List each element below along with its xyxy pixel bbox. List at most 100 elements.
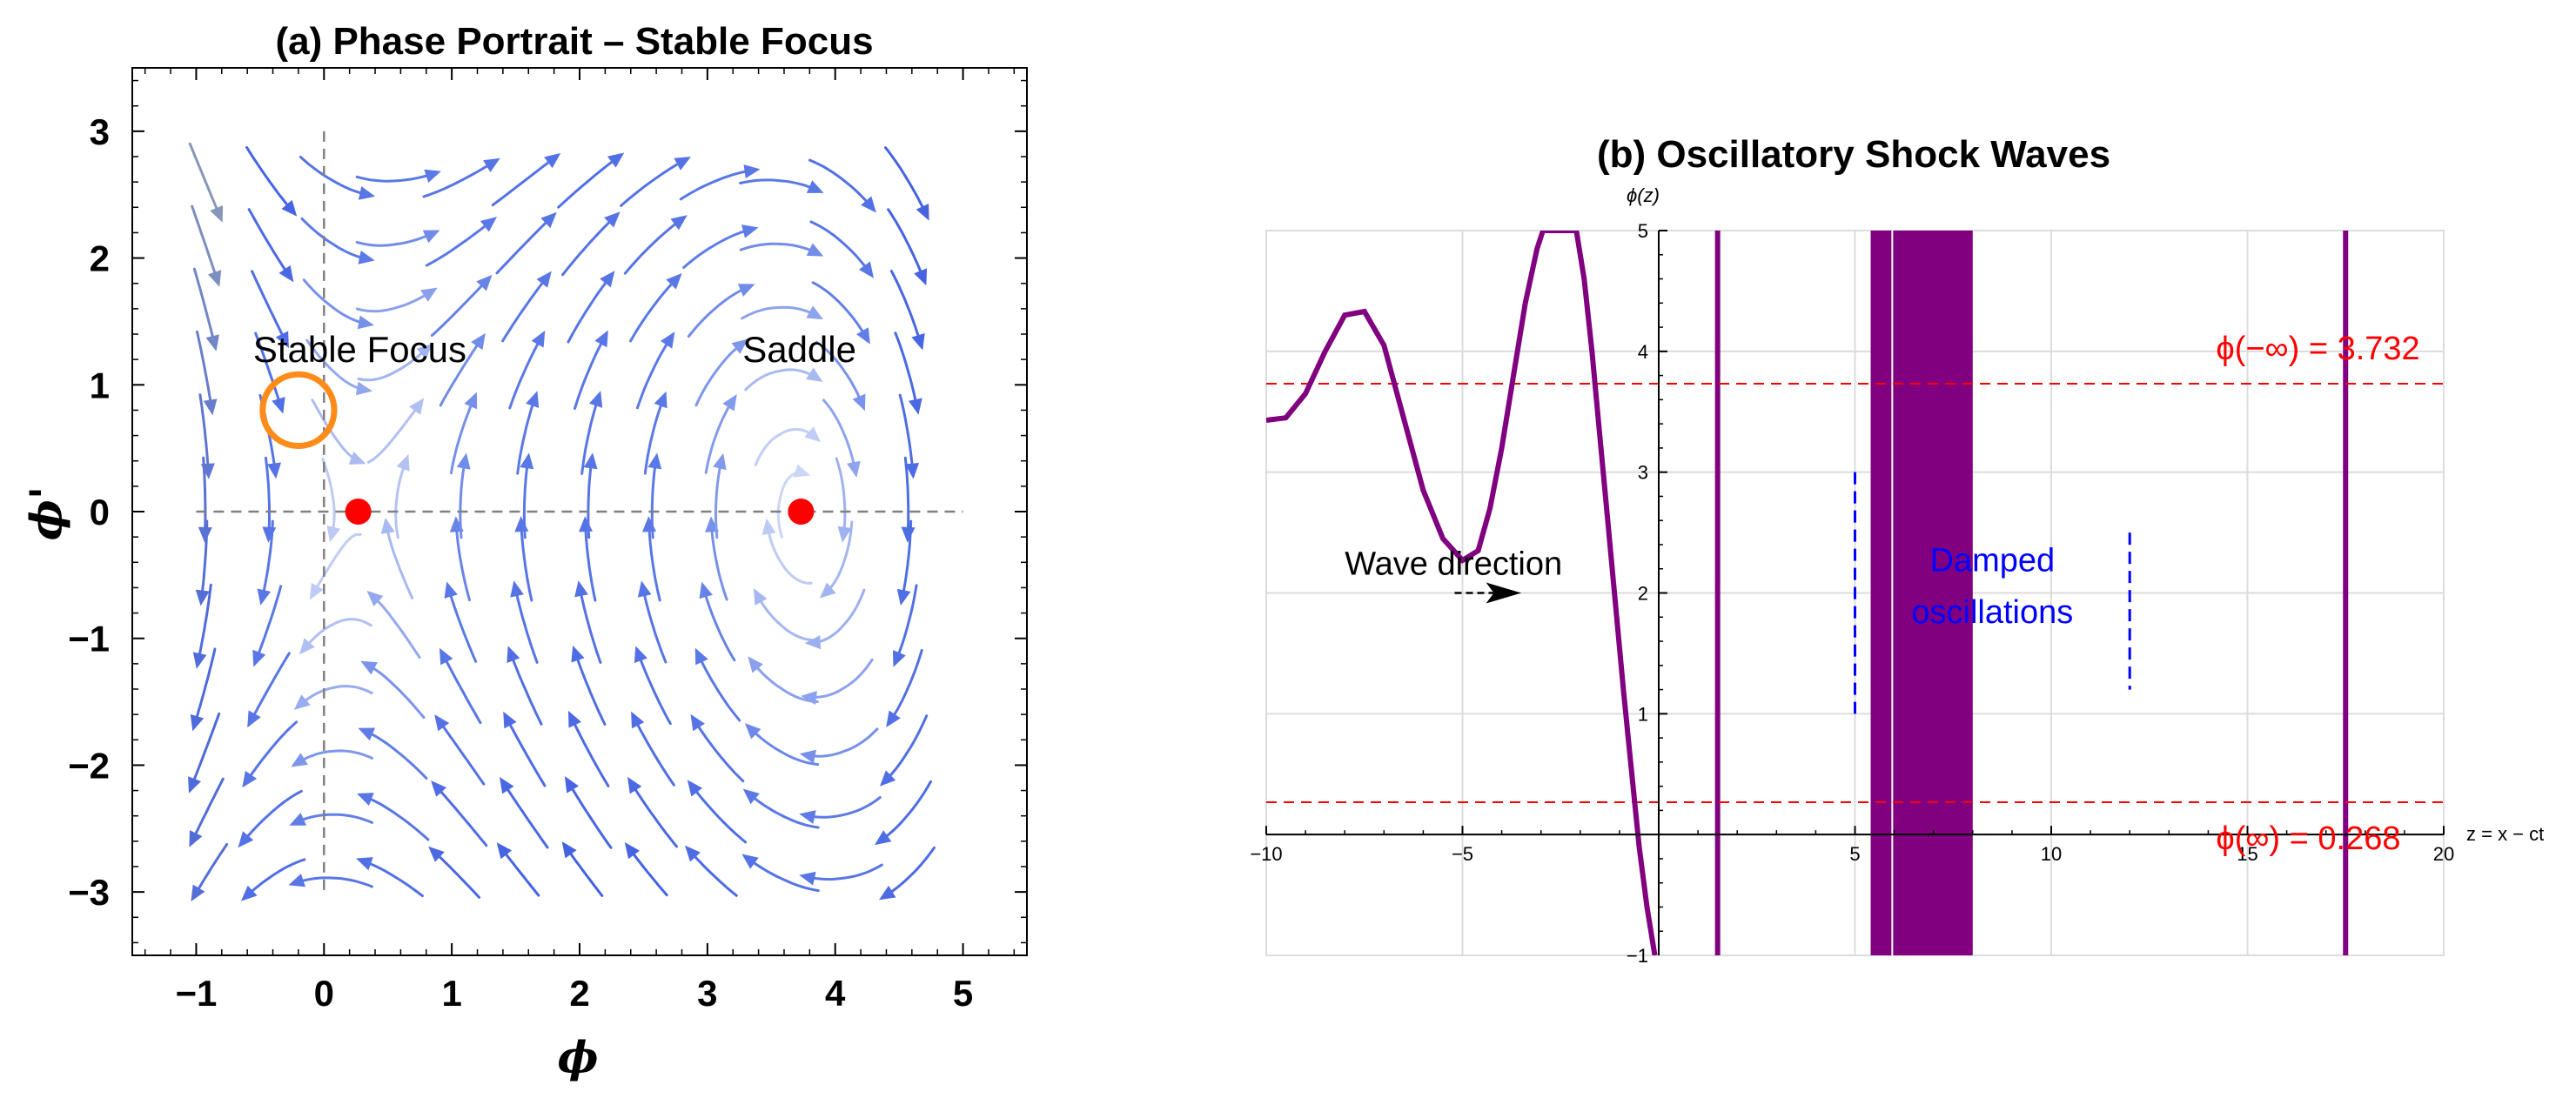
streamline: [679, 168, 756, 201]
stream-arrow: [627, 776, 642, 794]
y-tick-label: 4: [1638, 341, 1648, 363]
stream-arrow: [500, 777, 514, 794]
streamline: [882, 714, 929, 784]
streamline: [516, 394, 537, 475]
streamline: [894, 584, 918, 664]
streamline: [888, 648, 923, 725]
streamline: [446, 585, 478, 663]
streamline: [694, 340, 746, 407]
stream-arrow: [357, 315, 374, 330]
streamline: [682, 227, 755, 269]
streamline: [802, 863, 883, 881]
streamline: [311, 398, 363, 464]
streamline: [366, 400, 423, 464]
streamline: [894, 332, 919, 412]
stream-arrow: [358, 186, 376, 200]
streamline: [508, 649, 543, 726]
streamline: [292, 876, 373, 888]
annotation-saddle: Saddle: [742, 329, 856, 370]
stream-arrow: [909, 398, 922, 415]
stream-arrow: [571, 645, 585, 663]
streamline: [299, 156, 372, 197]
streamline: [835, 457, 847, 539]
streamline: [701, 585, 736, 662]
streamline: [822, 520, 854, 596]
stream-arrow: [422, 230, 440, 244]
stream-arrow: [471, 332, 486, 351]
x-tick-label: 2: [569, 973, 589, 1014]
streamline: [254, 332, 283, 411]
streamline: [567, 273, 614, 344]
stream-arrow: [568, 710, 581, 728]
stream-arrow: [409, 398, 425, 415]
streamline: [430, 277, 490, 337]
streamline: [629, 275, 680, 343]
streamline: [776, 471, 807, 539]
stream-arrow: [805, 367, 823, 382]
stream-arrow: [687, 780, 703, 797]
streamline: [709, 519, 728, 601]
x-tick-label: −5: [1452, 843, 1473, 865]
streamline: [394, 458, 408, 539]
stream-arrow: [600, 271, 615, 288]
streamline: [578, 584, 602, 664]
stream-arrow: [503, 711, 517, 729]
stream-arrow: [396, 454, 410, 472]
stream-arrow: [288, 874, 305, 887]
stream-arrow: [358, 251, 375, 265]
equilibrium-point: [345, 499, 372, 525]
stream-arrow: [480, 217, 497, 232]
stream-arrow: [293, 694, 311, 710]
stream-arrow: [905, 463, 919, 479]
stream-arrow: [247, 710, 261, 728]
y-tick-label: −1: [68, 619, 110, 660]
x-tick-label: 0: [314, 973, 334, 1014]
stream-arrow: [660, 332, 675, 349]
stream-arrow: [191, 884, 205, 902]
streamline: [584, 519, 597, 602]
stream-arrow: [262, 526, 277, 543]
stream-arrow: [561, 841, 577, 859]
streamline: [243, 858, 306, 900]
streamline: [198, 393, 210, 476]
streamline: [808, 158, 875, 211]
stream-arrow: [456, 452, 471, 470]
x-tick-label: 15: [2237, 843, 2257, 865]
streamline: [744, 855, 820, 893]
streamline: [632, 714, 675, 787]
stream-arrow: [793, 464, 811, 478]
streamline: [244, 720, 299, 785]
stream-arrow: [252, 649, 266, 667]
streamline: [739, 242, 821, 256]
stream-arrow: [208, 270, 222, 287]
streamline: [369, 593, 421, 660]
streamline: [628, 780, 678, 848]
stream-arrow: [281, 199, 298, 217]
streamline: [557, 154, 621, 209]
x-tick-label: 10: [2041, 843, 2062, 865]
streamline: [385, 521, 414, 599]
stream-arrow: [520, 452, 534, 470]
streamline: [822, 398, 857, 474]
streamline: [513, 584, 539, 664]
streamline: [749, 659, 819, 703]
stream-arrow: [893, 650, 906, 667]
streamline: [189, 712, 221, 790]
stream-arrow: [896, 588, 911, 606]
streamline: [491, 155, 558, 207]
stream-arrow: [574, 580, 588, 598]
stream-arrow: [272, 397, 285, 414]
streamline: [504, 714, 547, 787]
panel-b-ylabel: ϕ(z): [1627, 184, 1660, 206]
streamline: [360, 794, 430, 841]
stream-arrow: [847, 460, 861, 478]
y-tick-label: 0: [90, 492, 110, 532]
streamline: [247, 208, 292, 279]
streamline: [739, 178, 821, 192]
streamline: [561, 213, 618, 277]
panel-a: (a) Phase Portrait – Stable Focus −1 0 1 2 3…: [20, 20, 1028, 1082]
stream-arrow: [806, 305, 824, 320]
streamline: [355, 171, 438, 183]
stream-arrow: [741, 854, 759, 869]
stream-arrow: [901, 526, 916, 543]
